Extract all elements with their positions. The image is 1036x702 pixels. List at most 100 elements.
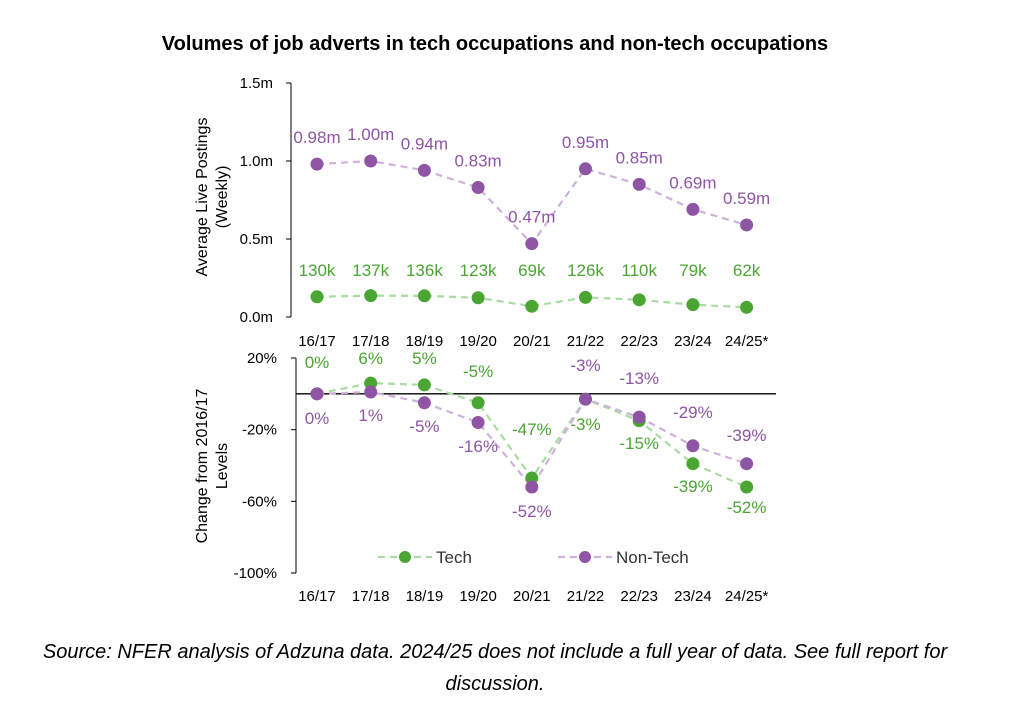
x-tick-label-bottom: 18/19 — [406, 588, 444, 605]
data-label-non-tech-top: 0.47m — [508, 208, 555, 227]
data-label-tech-top: 62k — [733, 261, 761, 280]
data-label-tech-bottom: -39% — [673, 477, 713, 496]
data-point-tech-top — [364, 289, 378, 303]
x-tick-label-bottom: 24/25* — [725, 588, 769, 605]
x-tick-label-bottom: 19/20 — [459, 588, 497, 605]
data-label-tech-top: 69k — [518, 261, 546, 280]
x-tick-label-top: 24/25* — [725, 333, 769, 350]
data-label-non-tech-top: 0.85m — [616, 148, 663, 167]
data-point-tech-top — [686, 298, 700, 312]
data-point-non-tech-top — [525, 237, 539, 251]
x-tick-label-bottom: 16/17 — [298, 588, 336, 605]
data-label-non-tech-bottom: 0% — [305, 409, 330, 428]
y-tick-label-top: 1.5m — [240, 75, 273, 92]
data-point-non-tech-top — [740, 218, 754, 232]
chart-canvas: 0.0m 0.5m 1.0m 1.5m 16/17 17/18 18/19 19/20 20/2… — [194, 75, 776, 605]
y-tick-label-top: 0.0m — [240, 309, 273, 326]
data-point-tech-bottom — [525, 471, 539, 485]
data-point-tech-top — [632, 293, 646, 307]
data-point-non-tech-top — [686, 202, 700, 216]
legend-label-tech: Tech — [436, 548, 472, 567]
y-tick-label-bottom: -20% — [242, 422, 277, 439]
data-label-non-tech-top: 0.69m — [669, 173, 716, 192]
data-label-tech-bottom: -3% — [570, 415, 600, 434]
data-point-non-tech-bottom — [740, 457, 754, 471]
data-point-tech-bottom — [686, 457, 700, 471]
data-point-tech-top — [471, 291, 485, 305]
y-tick-label-top: 0.5m — [240, 231, 273, 248]
data-label-non-tech-bottom: -5% — [409, 417, 439, 436]
x-tick-label-top: 21/22 — [567, 333, 605, 350]
data-point-tech-bottom — [417, 378, 431, 392]
data-label-non-tech-bottom: -16% — [458, 437, 498, 456]
data-point-tech-bottom — [471, 396, 485, 410]
y-tick-label-bottom: -100% — [234, 565, 277, 582]
data-point-non-tech-bottom — [310, 387, 324, 401]
data-point-tech-top — [740, 300, 754, 314]
data-label-tech-bottom: 5% — [412, 349, 437, 368]
data-point-tech-top — [525, 299, 539, 313]
data-label-non-tech-bottom: -29% — [673, 403, 713, 422]
data-point-non-tech-bottom — [632, 410, 646, 424]
data-point-non-tech-bottom — [579, 392, 592, 406]
data-label-tech-top: 137k — [352, 261, 389, 280]
x-tick-label-top: 23/24 — [674, 333, 712, 350]
data-point-tech-top — [310, 290, 324, 304]
y-tick-label-top: 1.0m — [240, 153, 273, 170]
data-label-tech-top: 110k — [621, 261, 657, 280]
data-label-non-tech-top: 0.98m — [293, 128, 340, 147]
legend-label-non-tech: Non-Tech — [616, 548, 689, 567]
data-label-non-tech-top: 0.59m — [723, 189, 770, 208]
data-point-non-tech-top — [471, 181, 485, 195]
data-label-non-tech-bottom: -3% — [570, 356, 600, 375]
x-tick-label-bottom: 22/23 — [620, 588, 658, 605]
data-label-tech-bottom: -47% — [512, 420, 552, 439]
data-point-non-tech-top — [579, 162, 592, 176]
data-point-non-tech-bottom — [417, 396, 431, 410]
data-label-non-tech-bottom: -13% — [619, 369, 659, 388]
data-label-tech-top: 126k — [567, 261, 604, 280]
y-tick-label-bottom: -60% — [242, 493, 277, 510]
x-tick-label-top: 20/21 — [513, 333, 551, 350]
data-label-tech-top: 136k — [406, 261, 443, 280]
data-label-tech-bottom: 0% — [305, 353, 330, 372]
y-tick-label-bottom: 20% — [247, 350, 277, 367]
data-label-tech-top: 123k — [460, 261, 497, 280]
series-line-non-tech-bottom — [316, 390, 747, 489]
y-axis-label-bottom: Change from 2016/17 Levels — [194, 389, 231, 544]
page-title: Volumes of job adverts in tech occupatio… — [161, 33, 829, 55]
data-label-non-tech-bottom: -52% — [512, 502, 552, 521]
data-point-non-tech-bottom — [525, 480, 539, 494]
x-tick-label-top: 18/19 — [406, 333, 444, 350]
x-tick-label-top: 16/17 — [298, 333, 336, 350]
data-point-tech-top — [417, 289, 431, 303]
data-label-non-tech-bottom: 1% — [358, 406, 383, 425]
data-point-non-tech-bottom — [471, 416, 485, 429]
data-label-non-tech-bottom: -39% — [727, 426, 767, 445]
legend-marker-non-tech — [579, 551, 591, 563]
x-tick-label-bottom: 20/21 — [513, 588, 551, 605]
data-label-non-tech-top: 1.00m — [347, 125, 394, 144]
x-tick-label-top: 17/18 — [352, 333, 390, 350]
data-label-non-tech-top: 0.95m — [562, 133, 609, 152]
data-label-tech-top: 79k — [679, 261, 707, 280]
data-label-tech-bottom: -15% — [619, 434, 659, 453]
data-point-non-tech-bottom — [686, 439, 700, 453]
data-label-tech-bottom: -52% — [727, 498, 767, 517]
data-label-tech-bottom: 6% — [358, 349, 383, 368]
data-point-non-tech-top — [310, 157, 324, 171]
data-point-non-tech-top — [417, 163, 431, 177]
y-axis-label-top: Average Live Postings (Weekly) — [194, 118, 231, 277]
source-note: Source: NFER analysis of Adzuna data. 20… — [42, 641, 948, 695]
data-label-tech-top: 130k — [299, 261, 336, 280]
legend-marker-tech — [399, 551, 411, 563]
data-label-tech-bottom: -5% — [463, 362, 493, 381]
data-label-non-tech-top: 0.94m — [401, 134, 448, 153]
x-tick-label-top: 19/20 — [459, 333, 497, 350]
data-point-non-tech-top — [632, 177, 646, 191]
x-tick-label-bottom: 23/24 — [674, 588, 712, 605]
data-point-non-tech-bottom — [364, 385, 378, 399]
x-tick-label-top: 22/23 — [620, 333, 658, 350]
data-point-tech-bottom — [364, 376, 378, 390]
data-point-tech-bottom — [740, 480, 754, 494]
